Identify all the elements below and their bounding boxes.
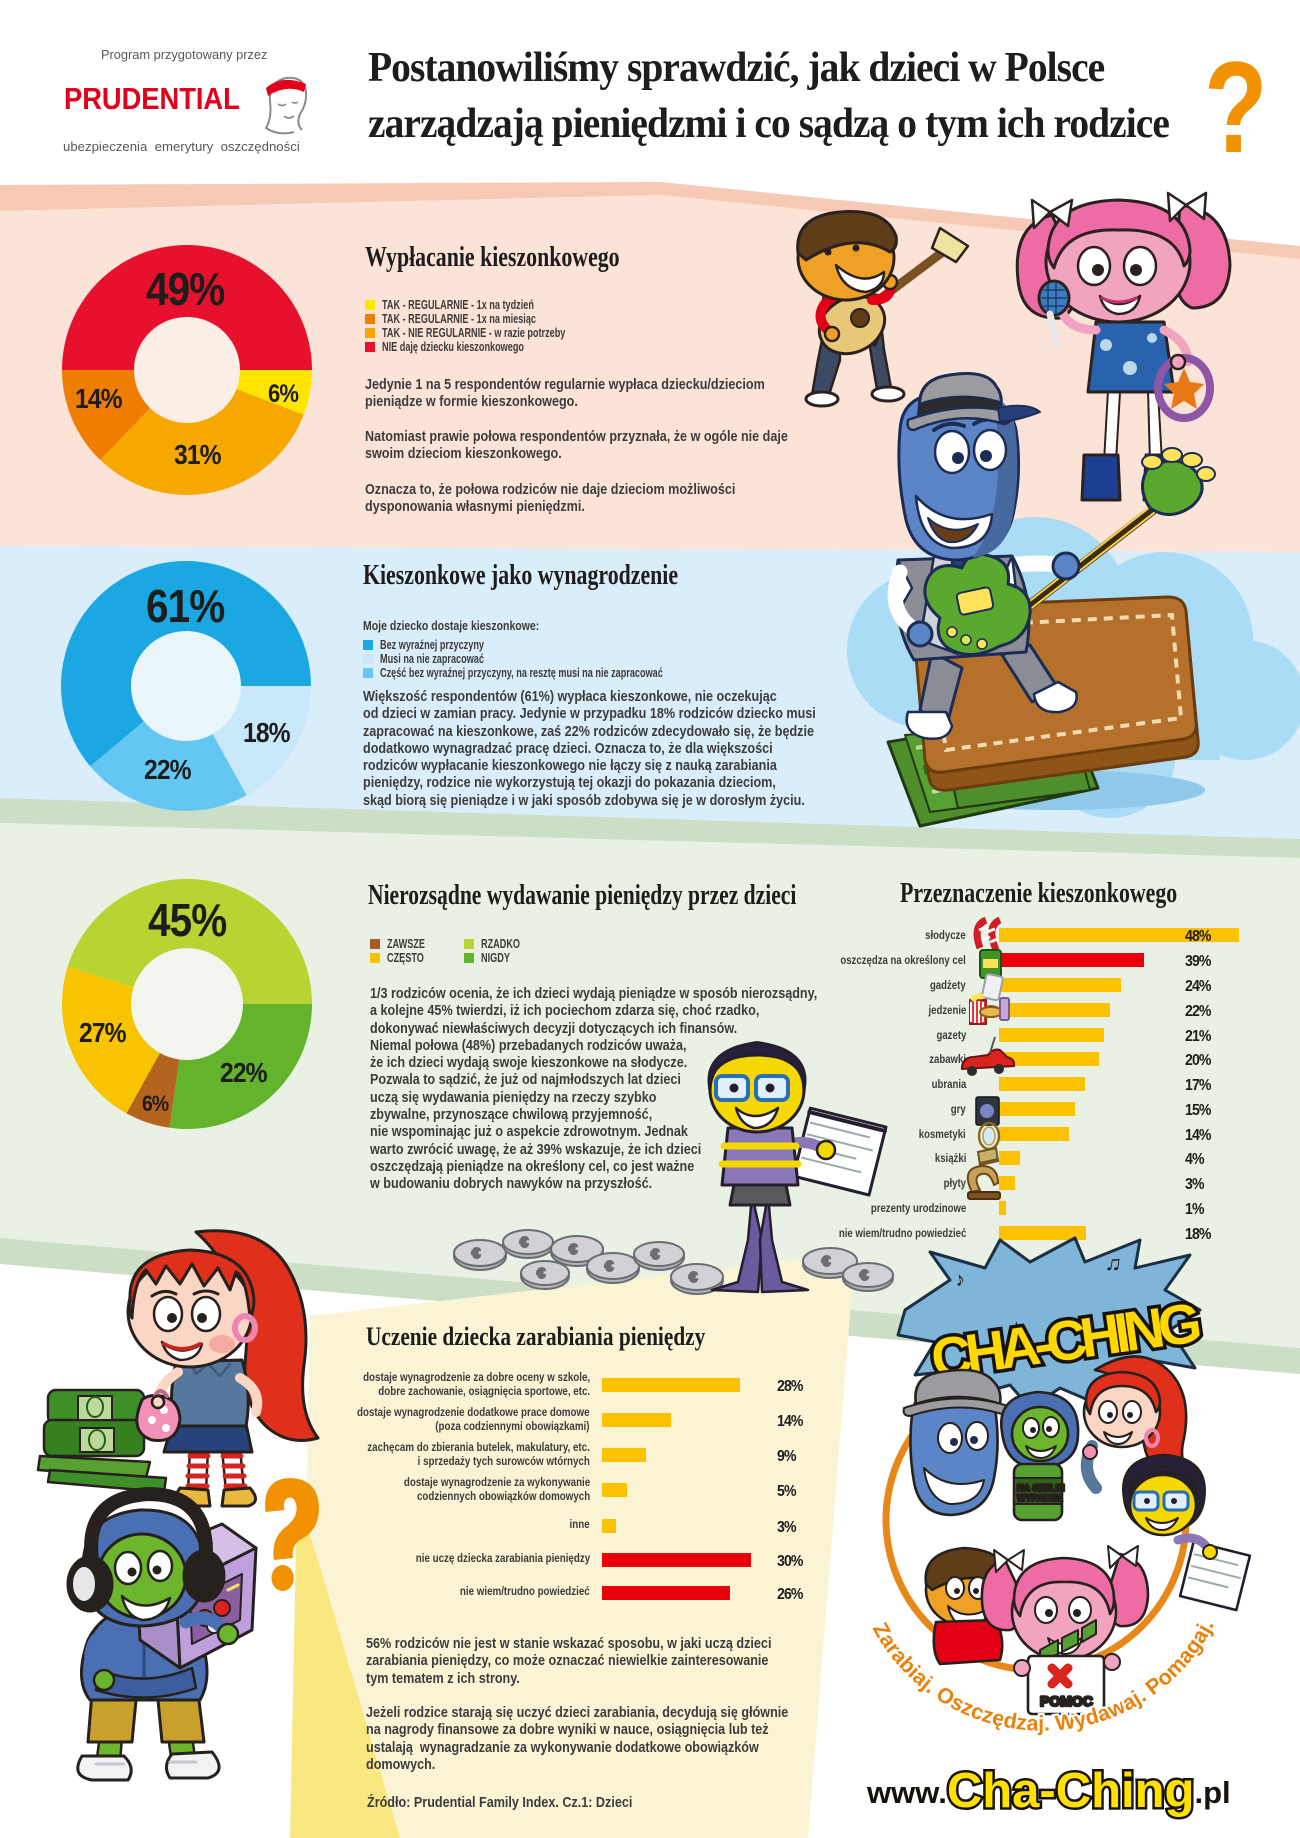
svg-text:€: €: [860, 1267, 869, 1284]
svg-text:€: €: [651, 1246, 660, 1263]
svg-text:€: €: [520, 1234, 529, 1251]
svg-text:♪: ♪: [953, 1268, 967, 1291]
svg-text:€: €: [689, 1269, 698, 1286]
svg-text:€: €: [822, 1253, 831, 1270]
svg-text:POMOC: POMOC: [1040, 1693, 1093, 1709]
svg-text:€: €: [569, 1241, 578, 1258]
svg-text:♫: ♫: [1104, 1249, 1124, 1276]
svg-text:€: €: [605, 1258, 614, 1275]
svg-text:NA SZELKI: NA SZELKI: [1017, 1483, 1065, 1493]
svg-text:€: €: [472, 1245, 481, 1262]
svg-text:WYPADEK: WYPADEK: [1017, 1493, 1063, 1503]
svg-text:€: €: [537, 1265, 546, 1282]
